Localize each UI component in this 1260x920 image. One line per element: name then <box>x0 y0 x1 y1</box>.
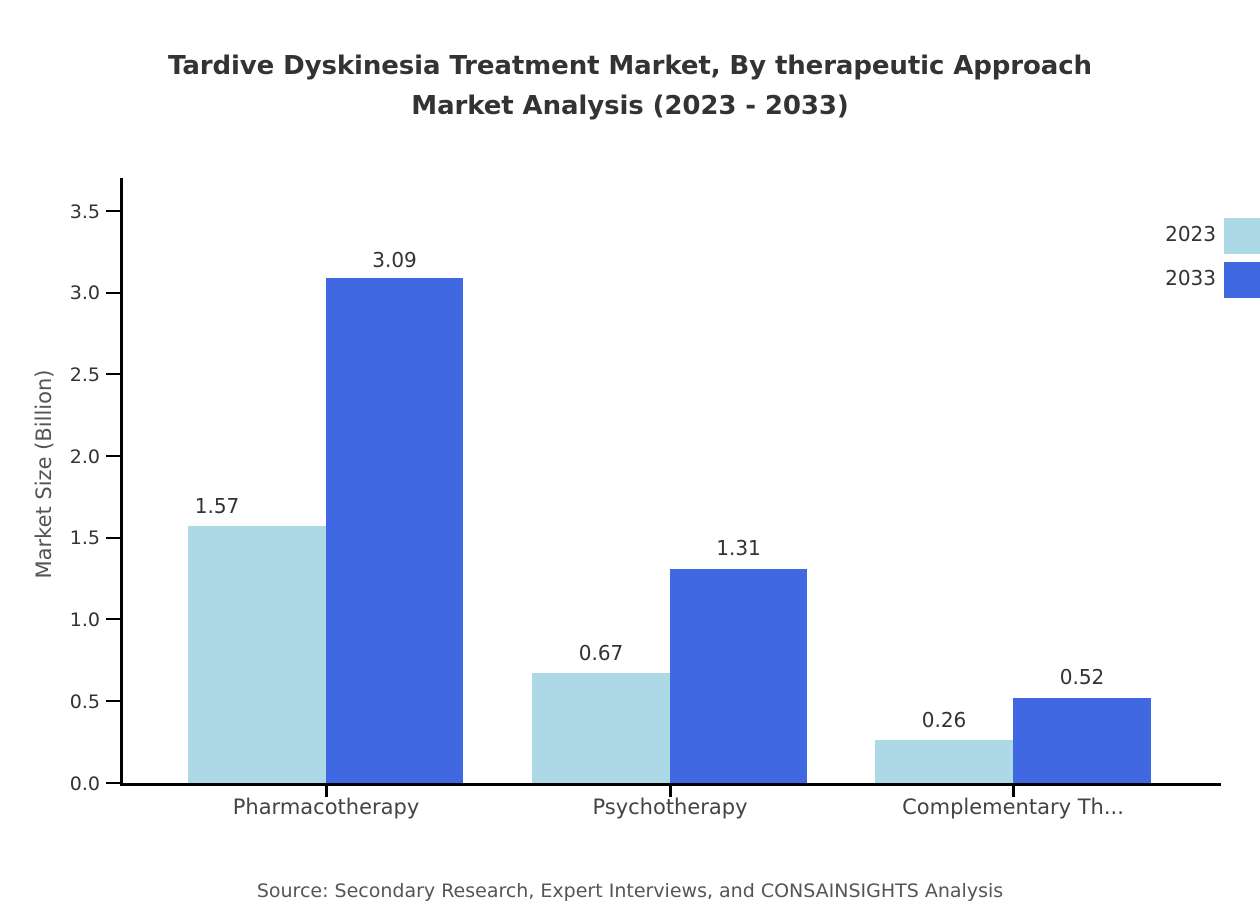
legend-swatch-2033 <box>1224 262 1260 298</box>
legend-label-2023: 2023 <box>1165 222 1216 246</box>
chart-title-line-2: Market Analysis (2023 - 2033) <box>411 91 849 121</box>
y-tick-label-6: 3.0 <box>69 282 100 304</box>
y-tick-mark-4 <box>106 455 120 457</box>
bar-value-complementary-2023: 0.26 <box>921 708 967 732</box>
chart-legend: 2023 2033 <box>1120 218 1260 302</box>
y-tick-mark-5 <box>106 373 120 375</box>
y-tick-mark-3 <box>106 537 120 539</box>
y-tick-label-2: 1.0 <box>69 609 100 631</box>
chart-title-line-1: Tardive Dyskinesia Treatment Market, By … <box>168 51 1092 81</box>
x-tick-label-complementary: Complementary Th... <box>902 795 1124 819</box>
bar-value-psychotherapy-2033: 1.31 <box>716 536 761 560</box>
bar-value-pharmacotherapy-2023: 1.57 <box>194 494 240 518</box>
x-tick-mark-complementary <box>1012 785 1015 797</box>
y-tick-label-7: 3.5 <box>69 201 100 223</box>
y-tick-label-4: 2.0 <box>69 446 100 468</box>
y-tick-mark-2 <box>106 618 120 620</box>
y-tick-mark-0 <box>106 782 120 784</box>
y-tick-label-5: 2.5 <box>69 364 100 386</box>
legend-item-2033[interactable]: 2033 <box>1120 262 1260 298</box>
bar-pharmacotherapy-2023[interactable] <box>188 526 326 783</box>
y-axis-tick-labels: 0.0 0.5 1.0 1.5 2.0 2.5 3.0 3.5 <box>0 0 100 920</box>
bar-pharmacotherapy-2033[interactable] <box>326 278 463 783</box>
legend-swatch-2023 <box>1224 218 1260 254</box>
plot-area <box>120 178 1221 783</box>
bar-psychotherapy-2023[interactable] <box>532 673 670 783</box>
bar-value-pharmacotherapy-2033: 3.09 <box>372 248 417 272</box>
x-tick-mark-pharmacotherapy <box>325 785 328 797</box>
chart-title: Tardive Dyskinesia Treatment Market, By … <box>0 46 1260 126</box>
y-tick-mark-1 <box>106 700 120 702</box>
bar-value-complementary-2033: 0.52 <box>1059 665 1105 689</box>
y-tick-mark-7 <box>106 210 120 212</box>
y-tick-label-3: 1.5 <box>69 527 100 549</box>
source-note: Source: Secondary Research, Expert Inter… <box>256 880 1004 902</box>
x-tick-label-pharmacotherapy: Pharmacotherapy <box>232 795 420 819</box>
y-tick-mark-6 <box>106 292 120 294</box>
x-axis-spine <box>120 783 1221 786</box>
x-tick-label-psychotherapy: Psychotherapy <box>592 795 748 819</box>
legend-label-2033: 2033 <box>1165 266 1216 290</box>
x-tick-mark-psychotherapy <box>669 785 672 797</box>
bar-psychotherapy-2033[interactable] <box>670 569 807 783</box>
bar-value-psychotherapy-2023: 0.67 <box>578 641 624 665</box>
y-axis-spine <box>120 178 123 786</box>
y-tick-label-1: 0.5 <box>69 691 100 713</box>
legend-item-2023[interactable]: 2023 <box>1120 218 1260 254</box>
bar-complementary-2033[interactable] <box>1013 698 1151 783</box>
bar-complementary-2023[interactable] <box>875 740 1013 783</box>
y-tick-label-0: 0.0 <box>69 773 100 795</box>
